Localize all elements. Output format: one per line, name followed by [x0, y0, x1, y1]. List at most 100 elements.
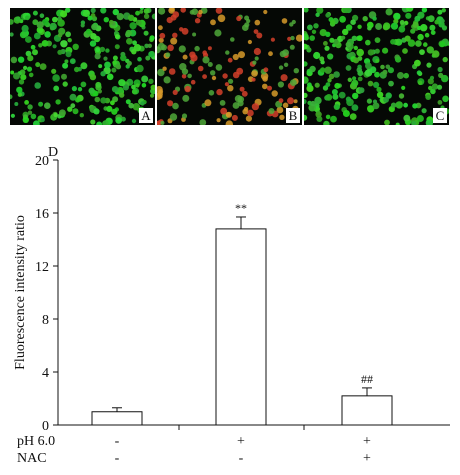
cell-dot — [51, 68, 57, 74]
cell-dot — [320, 67, 326, 73]
cell-dot — [194, 45, 200, 52]
cell-dot — [366, 98, 372, 104]
cell-dot — [10, 32, 14, 37]
cell-dot — [93, 108, 100, 115]
cell-dot — [315, 12, 320, 17]
micrograph-panel-a: A — [10, 8, 155, 125]
cell-dot — [57, 32, 63, 38]
cell-dot — [100, 97, 107, 104]
cell-dot — [172, 102, 179, 110]
panel-label-b: B — [286, 108, 300, 123]
condition-label: NAC — [17, 451, 47, 466]
cell-dot — [356, 35, 363, 42]
cell-dot — [304, 43, 308, 50]
cell-dot — [150, 84, 155, 91]
cell-dot — [309, 35, 315, 41]
cell-dot — [141, 75, 149, 83]
cell-dot — [67, 38, 72, 43]
cell-dot — [69, 58, 76, 65]
cell-dot — [397, 72, 404, 79]
cell-dot — [36, 26, 44, 34]
cell-dot — [252, 60, 257, 65]
cell-dot — [323, 41, 328, 46]
cell-dot — [428, 85, 433, 91]
cell-dot — [62, 62, 69, 69]
cell-dot — [72, 108, 79, 115]
cell-dot — [104, 61, 111, 69]
cell-dot — [89, 73, 97, 81]
cell-dot — [111, 108, 118, 115]
cell-dot — [208, 90, 215, 96]
cell-dot — [429, 24, 436, 31]
cell-dot — [426, 46, 434, 54]
condition-label: pH 6.0 — [17, 434, 55, 449]
cell-dot — [262, 76, 268, 82]
cell-dot — [133, 44, 142, 52]
cell-dot — [313, 23, 319, 29]
cell-dot — [247, 109, 254, 117]
cell-dot — [421, 8, 428, 13]
cell-dot — [390, 22, 399, 30]
cell-dot — [342, 110, 350, 117]
cell-dot — [64, 59, 69, 64]
cell-dot — [421, 108, 427, 114]
cell-dot — [304, 98, 307, 105]
cell-dot — [135, 19, 142, 26]
cell-dot — [251, 77, 256, 82]
cell-dot — [22, 116, 29, 124]
cell-dot — [417, 80, 423, 86]
cell-dot — [374, 71, 380, 78]
cell-dot — [325, 94, 333, 101]
cell-dot — [374, 37, 381, 43]
cell-dot — [216, 88, 223, 96]
cell-dot — [143, 13, 150, 19]
cell-dot — [324, 66, 332, 74]
cell-dot — [357, 76, 363, 82]
cell-dot — [143, 8, 150, 14]
cell-dot — [384, 119, 390, 125]
cell-dot — [328, 73, 335, 80]
cell-dot — [239, 86, 245, 92]
cell-dot — [87, 15, 93, 21]
cell-dot — [267, 85, 272, 91]
cell-dot — [131, 118, 137, 124]
cell-dot — [141, 83, 147, 88]
cell-dot — [189, 9, 195, 15]
cell-dot — [94, 53, 101, 60]
cell-dot — [432, 50, 440, 58]
cell-dot — [160, 120, 165, 125]
cell-dot — [20, 74, 27, 81]
cell-dot — [210, 70, 216, 76]
cell-dot — [385, 64, 391, 70]
cell-dot — [98, 64, 103, 69]
cell-dot — [314, 82, 320, 88]
cell-dot — [99, 46, 106, 53]
cell-dot — [407, 39, 416, 47]
cell-dot — [278, 65, 284, 70]
cell-dot — [82, 9, 90, 17]
cell-dot — [210, 19, 216, 26]
cell-dot — [52, 44, 57, 49]
cell-dot — [276, 106, 284, 114]
cell-dot — [417, 25, 422, 31]
cell-dot — [41, 40, 49, 47]
cell-dot — [334, 82, 341, 89]
cell-dot — [129, 22, 137, 30]
cell-dot — [327, 53, 334, 60]
bar — [215, 228, 267, 426]
cell-dot — [197, 65, 204, 72]
significance-marker: ** — [235, 201, 247, 215]
cell-dot — [238, 51, 245, 59]
panel-label-c: C — [433, 108, 447, 123]
cell-dot — [333, 71, 340, 78]
cell-dot — [423, 42, 428, 47]
cell-dot — [225, 111, 232, 118]
cell-dot — [30, 113, 37, 120]
cell-dot — [345, 24, 353, 31]
cell-dot — [94, 96, 101, 103]
cell-dot — [65, 51, 72, 58]
cell-dot — [199, 119, 207, 125]
cell-dot — [182, 54, 188, 60]
cell-dot — [39, 13, 45, 18]
cell-dot — [227, 85, 234, 92]
